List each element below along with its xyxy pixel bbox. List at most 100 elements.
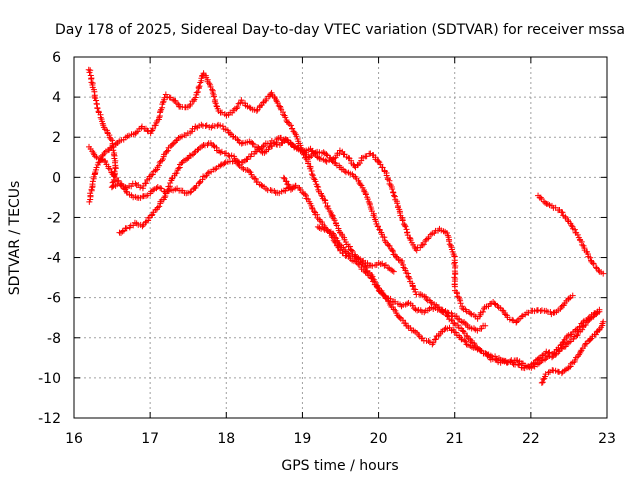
data-point [407,237,414,244]
data-point [463,341,470,348]
data-point [297,142,304,149]
data-point [293,133,300,140]
data-point [463,332,470,339]
data-point [163,148,170,155]
data-point [444,232,451,239]
data-point [191,149,198,156]
data-point [210,142,217,149]
data-point [94,105,101,112]
data-point [194,89,201,96]
data-point [322,157,329,164]
data-point [384,264,391,271]
data-point [384,295,391,302]
data-point [329,230,336,237]
data-point [112,174,119,181]
data-point [562,213,569,220]
data-point [157,185,164,192]
data-point [375,158,382,165]
series-trace-8 [280,174,298,193]
data-point [342,238,349,245]
data-point [542,199,549,206]
data-point [93,154,100,161]
data-point [486,301,493,308]
data-point [303,156,310,163]
data-point [451,252,458,259]
data-point [105,165,112,172]
data-point [462,320,469,327]
data-point [152,167,159,174]
data-point [445,313,452,320]
data-point [509,316,516,323]
data-point [217,122,224,129]
data-point [351,162,358,169]
data-point [587,336,594,343]
data-point [590,260,597,267]
data-point [273,139,280,146]
data-point [535,355,542,362]
data-point [188,128,195,135]
data-point [441,326,448,333]
data-point [396,210,403,217]
data-point [312,178,319,185]
data-point [409,283,416,290]
y-tick-label: -4 [47,251,61,267]
y-tick-label: 6 [52,50,61,66]
data-point [280,111,287,118]
data-point [107,166,114,172]
data-point [353,256,360,263]
data-point [381,234,388,241]
x-tick-label: 17 [141,431,159,447]
grid-lines [74,57,607,418]
x-tick-label: 22 [522,431,540,447]
data-point [561,367,568,374]
data-point [448,317,455,324]
data-point [574,332,581,339]
y-tick-label: 2 [52,130,61,146]
data-point [399,217,406,224]
data-point [530,360,537,367]
data-point [425,338,432,345]
data-point [287,122,294,129]
data-point [310,149,317,156]
data-point [537,194,544,201]
data-point [559,339,566,346]
data-point [452,329,459,336]
data-point [157,108,164,115]
data-point [123,188,130,195]
data-point [390,306,397,313]
data-point [233,157,240,164]
data-point [412,288,419,295]
data-point [134,128,141,135]
data-point [513,318,520,325]
data-point [251,175,258,182]
data-point [238,164,245,171]
data-point [531,359,538,366]
data-point [495,359,502,366]
data-point [362,191,369,198]
data-point [255,144,262,151]
data-point [399,317,406,324]
data-point [420,241,427,248]
data-point [85,66,92,73]
data-point [132,180,139,187]
data-point [332,234,339,241]
data-point [369,262,376,269]
data-point [565,339,572,346]
data-point [573,332,580,339]
data-point [454,322,461,329]
data-point [592,331,599,338]
x-tick-label: 23 [598,431,616,447]
data-point [249,140,256,147]
data-point [209,86,216,93]
series-trace-3 [86,121,576,326]
data-point [123,225,130,232]
data-point [289,125,296,132]
data-point [172,170,179,177]
data-point [253,107,260,114]
x-tick-label: 18 [217,431,235,447]
data-point [287,140,294,147]
y-tick-label: 0 [52,170,61,186]
data-point [582,341,589,348]
